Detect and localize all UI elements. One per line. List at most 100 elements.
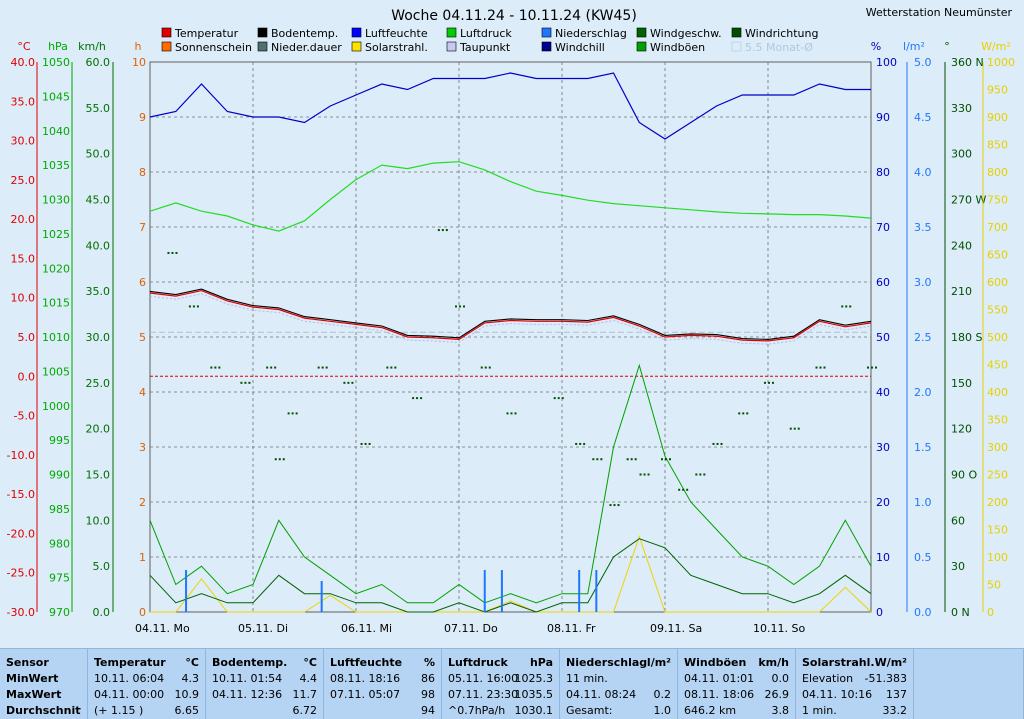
solar-tick-label: 150 <box>987 524 1008 537</box>
pressure-tick-label: 1025 <box>42 228 70 241</box>
solar-tick-label: 1000 <box>987 56 1015 69</box>
wind-direction-dot <box>609 504 612 507</box>
stats-column-press: Luftdruck hPa 05.11. 16:00 1025.3 07.11. 23:… <box>442 649 560 719</box>
stats-cell-value: 86 <box>421 672 435 685</box>
wind-direction-dot <box>506 412 509 415</box>
wind-direction-dot <box>841 305 844 308</box>
wind-direction-dot <box>244 381 247 384</box>
legend-swatch <box>351 27 362 38</box>
pressure-tick-label: 1000 <box>42 400 70 413</box>
wind-direction-dot <box>278 458 281 461</box>
humidity-tick-label: 0 <box>876 606 883 619</box>
stats-row: 04.11. 08:24 0.2 <box>566 686 671 702</box>
solar-tick-label: 200 <box>987 496 1008 509</box>
stats-cell-label: (+ 1.15 ) <box>94 704 144 717</box>
stats-row: 10.11. 01:54 4.4 <box>212 670 317 686</box>
stats-header-unit: °C <box>185 656 199 669</box>
temp-tick-label: 15.0 <box>11 252 36 265</box>
temp-tick-label: 35.0 <box>11 95 36 108</box>
wind-direction-dot <box>295 412 298 415</box>
wind-tick-label: 15.0 <box>86 469 111 482</box>
series-wind-speed <box>149 538 872 613</box>
solar-tick-label: 0 <box>987 606 994 619</box>
wind-direction-dot <box>274 366 277 369</box>
wind-direction-dot <box>634 458 637 461</box>
legend-label: Niederschlag <box>555 27 627 40</box>
sunshine-tick-label: 6 <box>139 276 146 289</box>
pressure-tick-label: 1010 <box>42 331 70 344</box>
stats-cell-value: 26.9 <box>764 688 790 701</box>
stats-cell-value: 4.3 <box>181 672 200 685</box>
wind-direction-dot <box>849 305 852 308</box>
wind-direction-dot <box>596 458 599 461</box>
wind-direction-dot <box>394 366 397 369</box>
precip-bar <box>320 581 323 612</box>
direction-tick-label: 90 O <box>951 469 977 482</box>
wind-direction-dot <box>437 229 440 232</box>
sunshine-tick-label: 4 <box>139 386 146 399</box>
solar-tick-label: 850 <box>987 139 1008 152</box>
stats-row: 04.11. 10:16 137 <box>802 686 907 702</box>
axes: 40.035.030.025.020.015.010.05.00.0-5.0-1… <box>7 40 1015 635</box>
legend: Temperatur Bodentemp. Luftfeuchte Luftdruck… <box>161 27 818 54</box>
wind-direction-dot <box>270 366 273 369</box>
wind-direction-dot <box>210 366 213 369</box>
stats-cell-label: Gesamt: <box>566 704 613 717</box>
wind-direction-dot <box>360 442 363 445</box>
wind-direction-dot <box>167 251 170 254</box>
stats-header-unit: hPa <box>529 656 553 669</box>
legend-label: Sonnenschein <box>175 41 252 54</box>
wind-direction-dot <box>441 229 444 232</box>
stats-row: 11 min. <box>566 670 671 686</box>
wind-tick-label: 5.0 <box>93 560 111 573</box>
wind-direction-dot <box>347 381 350 384</box>
wind-direction-dot <box>171 251 174 254</box>
stats-cell-label: 07.11. 05:07 <box>330 688 401 701</box>
solar-tick-label: 800 <box>987 166 1008 179</box>
direction-tick-label: 180 S <box>951 331 982 344</box>
wind-direction-dot <box>875 366 877 369</box>
legend-swatch <box>636 41 647 52</box>
stats-row: 94 <box>330 702 435 718</box>
legend-swatch <box>541 27 552 38</box>
stats-header-label: Temperatur <box>94 656 166 669</box>
precip-bar <box>483 570 486 612</box>
legend-swatch <box>446 41 457 52</box>
humidity-tick-label: 100 <box>876 56 897 69</box>
sunshine-tick-label: 1 <box>139 551 146 564</box>
stats-cell-value: 1035.5 <box>514 688 554 701</box>
stats-column-sensor: Sensor MinWert MaxWert Durchschnitt <box>0 649 88 719</box>
wind-direction-dot <box>768 381 770 384</box>
humidity-tick-label: 90 <box>876 111 890 124</box>
legend-label: Windrichtung <box>745 27 818 40</box>
humidity-tick-label: 30 <box>876 441 890 454</box>
rain-tick-label: 3.0 <box>914 276 932 289</box>
wind-tick-label: 20.0 <box>86 423 111 436</box>
stats-column-temp: Temperatur °C 10.11. 06:04 4.3 04.11. 00:00 1… <box>88 649 206 719</box>
wind-direction-dot <box>196 305 199 308</box>
stats-cell-label: 04.11. 10:16 <box>802 688 873 701</box>
stats-cell-value: 137 <box>886 688 907 701</box>
wind-direction-dot <box>592 458 595 461</box>
wind-direction-dot <box>291 412 294 415</box>
wind-direction-dot <box>459 305 461 308</box>
wind-direction-dot <box>764 381 766 384</box>
legend-label: 5.5 Monat-Ø <box>745 41 813 54</box>
rain-tick-label: 2.5 <box>914 331 932 344</box>
legend-swatch <box>257 41 268 52</box>
stats-cell-value: 10.9 <box>174 688 200 701</box>
stats-cell-value: 0.2 <box>653 688 672 701</box>
stats-row-label: MinWert <box>6 672 59 685</box>
wind-direction-dot <box>514 412 517 415</box>
pressure-tick-label: 1045 <box>42 90 70 103</box>
legend-label: Bodentemp. <box>271 27 338 40</box>
rain-tick-label: 1.5 <box>914 441 932 454</box>
rain-tick-label: 4.0 <box>914 166 932 179</box>
axis-unit-label: l/m² <box>903 40 925 53</box>
wind-direction-dot <box>364 442 367 445</box>
wind-direction-dot <box>218 366 221 369</box>
wind-direction-dot <box>793 427 796 430</box>
wind-tick-label: 25.0 <box>86 377 111 390</box>
pressure-tick-label: 970 <box>49 606 70 619</box>
stats-header-label: Windböen <box>684 656 747 669</box>
